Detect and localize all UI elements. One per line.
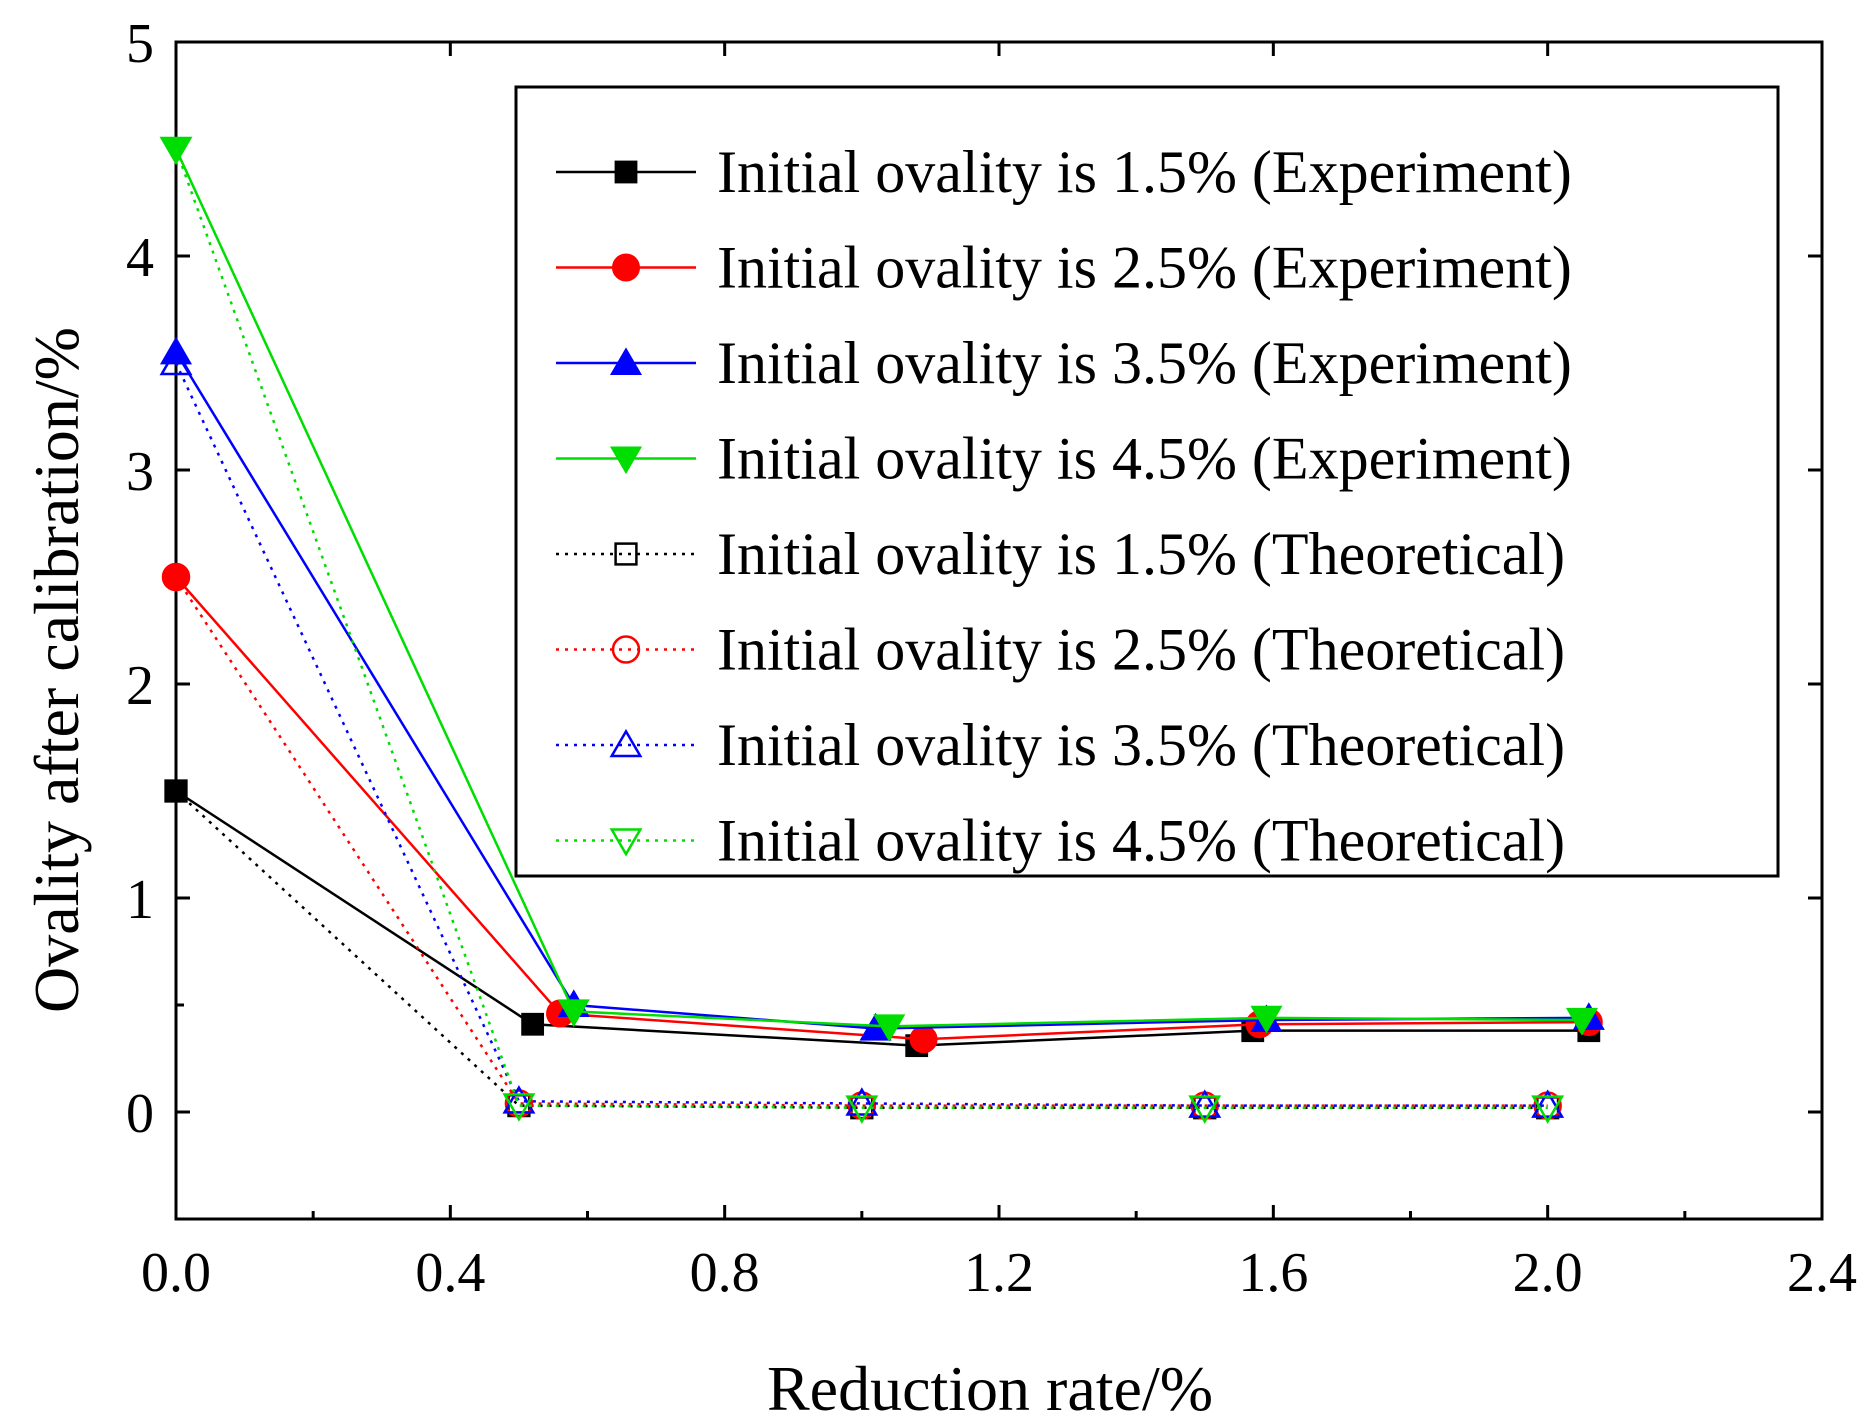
axis-ticks-layer: 0.0 0.4 0.8 1.2 1.6 2.0 2.4 0 1 2 3 4 5 — [126, 13, 1857, 1304]
legend-box — [514, 85, 1780, 878]
series-8 — [159, 136, 1565, 1124]
legend-entry-3: Initial ovality is 3.5% (Experiment) — [556, 330, 1572, 396]
data-point — [909, 1025, 938, 1054]
data-point — [521, 1012, 545, 1036]
legend-label: Initial ovality is 3.5% (Theoretical) — [717, 712, 1565, 778]
legend-marker — [609, 347, 643, 376]
legend-marker — [609, 828, 643, 857]
legend: Initial ovality is 1.5% (Experiment) Init… — [514, 85, 1780, 878]
legend-label: Initial ovality is 1.5% (Theoretical) — [717, 521, 1565, 587]
x-axis-title: Reduction rate/% — [767, 1353, 1213, 1424]
y-tick-label: 2 — [126, 655, 154, 717]
legend-label: Initial ovality is 2.5% (Theoretical) — [717, 617, 1565, 683]
legend-label: Initial ovality is 2.5% (Experiment) — [717, 235, 1572, 301]
data-point — [161, 562, 191, 592]
legend-entry-5: Initial ovality is 1.5% (Theoretical) — [556, 521, 1565, 587]
legend-marker — [612, 253, 640, 282]
data-point — [557, 999, 590, 1028]
x-tick-label: 2.0 — [1513, 1242, 1583, 1304]
y-tick-label: 1 — [126, 869, 154, 931]
data-point — [845, 1095, 879, 1124]
legend-entry-7: Initial ovality is 3.5% (Theoretical) — [556, 712, 1565, 778]
data-point — [1250, 1005, 1283, 1034]
legend-label: Initial ovality is 4.5% (Theoretical) — [717, 808, 1565, 874]
legend-marker — [609, 728, 643, 758]
data-point — [1531, 1095, 1565, 1124]
legend-marker — [609, 446, 643, 475]
legend-entry-8: Initial ovality is 4.5% (Theoretical) — [556, 808, 1565, 874]
data-point — [1188, 1095, 1222, 1124]
data-point — [1565, 1007, 1598, 1036]
x-tick-label: 1.6 — [1238, 1242, 1308, 1304]
legend-entry-4: Initial ovality is 4.5% (Experiment) — [556, 426, 1572, 492]
data-point — [847, 1091, 877, 1120]
legend-marker — [614, 160, 638, 184]
legend-marker — [614, 542, 638, 566]
legend-entry-2: Initial ovality is 2.5% (Experiment) — [556, 235, 1572, 301]
data-point — [159, 346, 193, 376]
y-tick-label: 5 — [126, 13, 154, 75]
data-point — [502, 1093, 536, 1122]
y-tick-label: 4 — [126, 227, 154, 289]
x-tick-label: 2.4 — [1787, 1242, 1857, 1304]
legend-entry-6: Initial ovality is 2.5% (Theoretical) — [556, 617, 1565, 683]
y-tick-label: 0 — [126, 1083, 154, 1145]
legend-label: Initial ovality is 1.5% (Experiment) — [717, 139, 1572, 205]
legend-entry-1: Initial ovality is 1.5% (Experiment) — [556, 139, 1572, 205]
y-axis-title: Ovality after calibration/% — [21, 327, 92, 1013]
legend-label: Initial ovality is 3.5% (Experiment) — [717, 330, 1572, 396]
legend-label: Initial ovality is 4.5% (Experiment) — [717, 426, 1572, 492]
x-tick-label: 0.4 — [415, 1242, 485, 1304]
series-line — [174, 362, 1548, 1107]
x-tick-label: 0.0 — [141, 1242, 211, 1304]
x-tick-label: 0.8 — [690, 1242, 760, 1304]
series-7 — [159, 346, 1565, 1118]
legend-marker — [611, 635, 641, 664]
data-point — [502, 1085, 536, 1114]
data-point — [1188, 1089, 1222, 1118]
data-point — [873, 1014, 906, 1043]
data-point — [164, 779, 188, 803]
data-point — [504, 1089, 534, 1118]
x-tick-label: 1.2 — [964, 1242, 1034, 1304]
data-point — [1531, 1089, 1565, 1118]
data-point — [159, 136, 193, 166]
y-tick-label: 3 — [126, 441, 154, 503]
series-line — [174, 148, 1548, 1109]
data-point — [845, 1087, 879, 1116]
series-layer — [159, 136, 1605, 1124]
